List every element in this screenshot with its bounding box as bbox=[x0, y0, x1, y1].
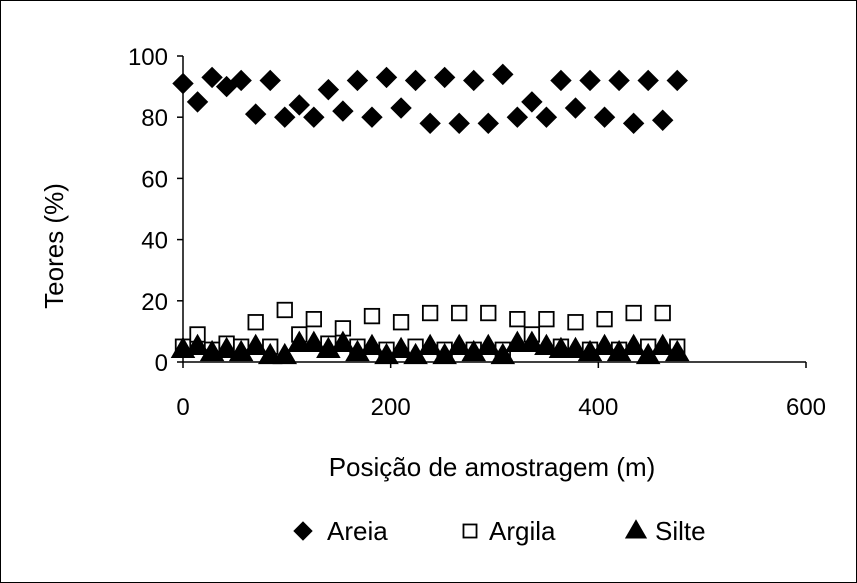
data-point-argila bbox=[363, 307, 381, 325]
data-point-silte bbox=[214, 336, 239, 359]
y-tick-label: 60 bbox=[141, 166, 168, 193]
data-point-argila bbox=[276, 301, 293, 319]
data-point-silte bbox=[417, 333, 443, 355]
x-tick-label: 200 bbox=[371, 394, 411, 421]
data-point-argila bbox=[421, 304, 439, 322]
data-point-areia bbox=[201, 66, 223, 89]
data-point-areia bbox=[521, 91, 543, 113]
data-point-areia bbox=[608, 69, 630, 92]
data-point-areia bbox=[550, 69, 572, 92]
data-point-areia bbox=[419, 112, 441, 135]
y-tick-label: 100 bbox=[128, 44, 168, 71]
data-point-areia bbox=[564, 97, 587, 119]
data-point-silte bbox=[388, 336, 414, 359]
data-point-silte bbox=[330, 330, 356, 352]
data-point-areia bbox=[535, 106, 558, 128]
data-point-silte bbox=[534, 333, 559, 355]
series-silte bbox=[170, 330, 690, 365]
legend-marker-silte bbox=[624, 519, 648, 539]
data-point-areia bbox=[448, 112, 470, 135]
data-point-silte bbox=[359, 333, 385, 355]
data-point-areia bbox=[361, 106, 383, 128]
data-point-argila bbox=[451, 304, 468, 322]
data-point-argila bbox=[305, 311, 322, 328]
data-point-areia bbox=[390, 97, 412, 119]
data-point-argila bbox=[247, 314, 264, 331]
data-point-argila bbox=[654, 304, 671, 322]
data-point-areia bbox=[652, 109, 674, 131]
data-point-areia bbox=[593, 106, 616, 128]
data-point-argila bbox=[509, 311, 526, 328]
legend-marker-areia bbox=[293, 521, 313, 541]
data-point-areia bbox=[666, 69, 688, 92]
y-tick-label: 20 bbox=[141, 289, 168, 316]
data-point-silte bbox=[650, 333, 675, 355]
y-tick-label: 0 bbox=[155, 350, 168, 377]
x-tick-label: 400 bbox=[578, 394, 618, 421]
legend-marker-argila bbox=[462, 523, 478, 539]
data-point-silte bbox=[243, 333, 268, 355]
data-point-areia bbox=[637, 69, 659, 92]
legend-item-areia: Areia bbox=[293, 516, 388, 546]
data-point-areia bbox=[317, 78, 340, 101]
legend-item-argila: Argila bbox=[462, 516, 556, 546]
data-point-argila bbox=[567, 314, 584, 331]
data-point-areia bbox=[244, 103, 267, 125]
data-point-areia bbox=[433, 66, 456, 89]
data-point-areia bbox=[463, 69, 485, 92]
legend: Areia Argila Silte bbox=[293, 516, 706, 546]
data-point-areia bbox=[506, 106, 529, 128]
data-point-areia bbox=[288, 94, 311, 116]
data-point-silte bbox=[664, 339, 690, 362]
data-point-areia bbox=[230, 69, 252, 92]
x-tick-label: 600 bbox=[786, 394, 826, 421]
data-point-areia bbox=[477, 112, 499, 135]
data-point-silte bbox=[272, 342, 298, 365]
data-point-areia bbox=[579, 69, 601, 92]
y-tick-label: 40 bbox=[141, 228, 168, 255]
data-point-silte bbox=[490, 342, 516, 365]
data-point-silte bbox=[301, 330, 327, 352]
y-axis-label: Teores (%) bbox=[39, 183, 69, 309]
data-point-silte bbox=[621, 333, 646, 355]
legend-item-silte: Silte bbox=[624, 516, 706, 546]
x-axis-label: Posição de amostragem (m) bbox=[329, 452, 656, 482]
data-point-areia bbox=[492, 63, 514, 86]
data-point-areia bbox=[346, 69, 369, 92]
legend-label-areia: Areia bbox=[327, 516, 388, 546]
data-point-areia bbox=[622, 112, 645, 135]
data-point-silte bbox=[446, 333, 472, 355]
data-point-areia bbox=[172, 72, 194, 95]
data-point-argila bbox=[625, 304, 642, 322]
data-point-areia bbox=[259, 69, 281, 92]
data-point-areia bbox=[274, 106, 296, 128]
data-point-argila bbox=[538, 311, 555, 328]
data-point-areia bbox=[404, 69, 427, 92]
data-point-argila bbox=[480, 304, 497, 322]
series-areia bbox=[172, 63, 688, 135]
legend-label-silte: Silte bbox=[655, 516, 706, 546]
legend-label-argila: Argila bbox=[489, 516, 556, 546]
data-point-areia bbox=[375, 66, 398, 89]
data-point-argila bbox=[596, 311, 613, 328]
data-point-areia bbox=[186, 91, 209, 113]
data-point-silte bbox=[592, 333, 617, 355]
data-point-silte bbox=[563, 336, 588, 359]
data-point-silte bbox=[476, 333, 501, 355]
data-point-silte bbox=[185, 333, 210, 355]
data-point-areia bbox=[332, 100, 354, 122]
x-tick-label: 0 bbox=[176, 394, 189, 421]
plot-area: 0 20 40 60 80 100 0 200 400 600 bbox=[128, 44, 826, 421]
y-tick-label: 80 bbox=[141, 105, 168, 132]
data-point-areia bbox=[303, 106, 325, 128]
data-point-argila bbox=[392, 314, 410, 331]
data-point-silte bbox=[519, 330, 545, 352]
